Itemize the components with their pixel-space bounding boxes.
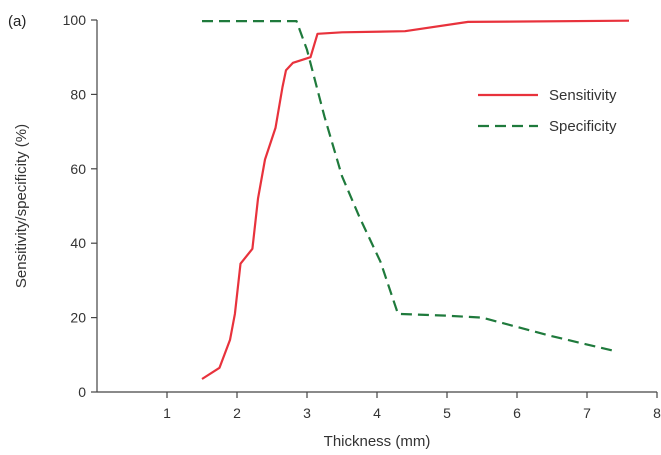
series-line-specificity: [202, 20, 616, 353]
legend-label-sensitivity: Sensitivity: [549, 87, 617, 104]
x-tick-label: 2: [233, 405, 241, 421]
x-tick-label: 6: [513, 405, 521, 421]
y-tick-label: 80: [70, 86, 86, 102]
series-layer: [201, 19, 630, 380]
legend-label-specificity: Specificity: [549, 118, 617, 135]
axes: 0 20 40 60 80 100 1 2 3 4 5 6 7 8: [63, 12, 661, 421]
y-axis-title: Sensitivity/specificity (%): [13, 124, 30, 288]
y-tick-label: 0: [78, 384, 86, 400]
x-tick-label: 5: [443, 405, 451, 421]
x-tick-label: 4: [373, 405, 381, 421]
x-tick-label: 3: [303, 405, 311, 421]
x-tick-label: 7: [583, 405, 591, 421]
x-axis-title: Thickness (mm): [324, 433, 431, 450]
y-tick-label: 60: [70, 161, 86, 177]
x-tick-label: 8: [653, 405, 661, 421]
panel-label: (a): [8, 13, 26, 30]
x-tick-label: 1: [163, 405, 171, 421]
y-tick-label: 40: [70, 235, 86, 251]
y-tick-label: 20: [70, 310, 86, 326]
legend: Sensitivity Specificity: [478, 87, 617, 135]
y-tick-label: 100: [63, 12, 87, 28]
series-line-sensitivity: [201, 19, 630, 380]
